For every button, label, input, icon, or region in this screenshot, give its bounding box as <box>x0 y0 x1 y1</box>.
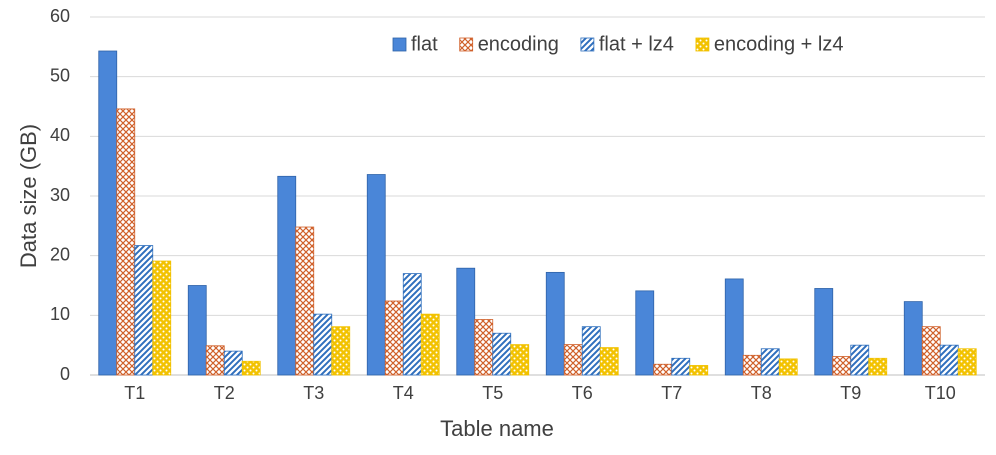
bar <box>456 267 476 376</box>
bar <box>850 344 870 376</box>
bar <box>384 300 404 376</box>
legend-label: flat <box>411 33 438 55</box>
bar <box>653 363 673 376</box>
x-tick-label: T7 <box>661 383 682 403</box>
bar <box>742 354 762 376</box>
bar <box>98 50 118 376</box>
bar <box>832 356 852 376</box>
bar <box>921 326 941 376</box>
x-tick-label: T8 <box>751 383 772 403</box>
bar <box>152 260 172 376</box>
bar <box>474 319 494 376</box>
bar <box>366 174 386 376</box>
bar <box>116 108 136 376</box>
bar <box>277 175 297 376</box>
bar <box>510 344 530 376</box>
y-axis-title: Data size (GB) <box>16 124 41 268</box>
bar <box>563 344 583 376</box>
bar <box>778 358 798 376</box>
legend-swatch <box>580 37 595 52</box>
x-tick-label: T3 <box>303 383 324 403</box>
x-axis-title: Table name <box>440 416 554 441</box>
bar <box>223 350 243 376</box>
legend-swatch <box>392 37 407 52</box>
bar <box>599 347 619 376</box>
x-tick-label: T6 <box>572 383 593 403</box>
y-tick-label: 0 <box>60 364 70 384</box>
y-tick-label: 20 <box>50 244 70 264</box>
x-tick-label: T4 <box>393 383 414 403</box>
y-tick-label: 30 <box>50 185 70 205</box>
bar <box>724 278 744 376</box>
bar <box>903 301 923 376</box>
bar <box>581 326 601 376</box>
bar <box>868 357 888 376</box>
bar <box>402 273 422 376</box>
y-tick-label: 60 <box>50 6 70 26</box>
bar <box>671 357 691 376</box>
bar <box>957 348 977 376</box>
bar <box>295 226 315 376</box>
bar <box>134 245 154 376</box>
legend-swatch <box>695 37 710 52</box>
y-tick-label: 10 <box>50 304 70 324</box>
bar <box>814 288 834 376</box>
bar <box>313 313 333 376</box>
bar <box>492 332 512 376</box>
bar <box>331 326 351 376</box>
bar <box>241 360 261 376</box>
bar <box>689 365 709 376</box>
x-tick-label: T2 <box>214 383 235 403</box>
bar <box>635 290 655 376</box>
bar <box>420 313 440 376</box>
bar <box>205 345 225 376</box>
x-tick-label: T9 <box>840 383 861 403</box>
y-tick-label: 50 <box>50 65 70 85</box>
legend-swatch <box>459 37 474 52</box>
bar <box>939 344 959 376</box>
x-tick-label: T1 <box>124 383 145 403</box>
bar <box>760 348 780 376</box>
x-tick-label: T10 <box>925 383 956 403</box>
legend-label: encoding <box>478 33 559 55</box>
bar <box>187 285 207 376</box>
x-tick-label: T5 <box>482 383 503 403</box>
legend-label: flat + lz4 <box>599 33 674 55</box>
legend-label: encoding + lz4 <box>714 33 844 55</box>
bar <box>545 271 565 376</box>
y-tick-label: 40 <box>50 125 70 145</box>
